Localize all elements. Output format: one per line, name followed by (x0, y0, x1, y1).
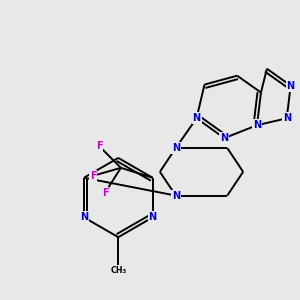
Text: N: N (220, 133, 228, 143)
Text: N: N (193, 113, 201, 123)
Text: F: F (102, 188, 108, 198)
Text: N: N (283, 113, 291, 123)
Text: F: F (90, 171, 97, 181)
Text: N: N (80, 212, 88, 222)
Text: N: N (172, 190, 180, 201)
Text: CH₃: CH₃ (110, 266, 126, 275)
Text: N: N (253, 120, 261, 130)
Text: N: N (286, 81, 295, 91)
Text: N: N (148, 212, 157, 222)
Text: F: F (96, 141, 102, 151)
Text: N: N (172, 143, 180, 153)
